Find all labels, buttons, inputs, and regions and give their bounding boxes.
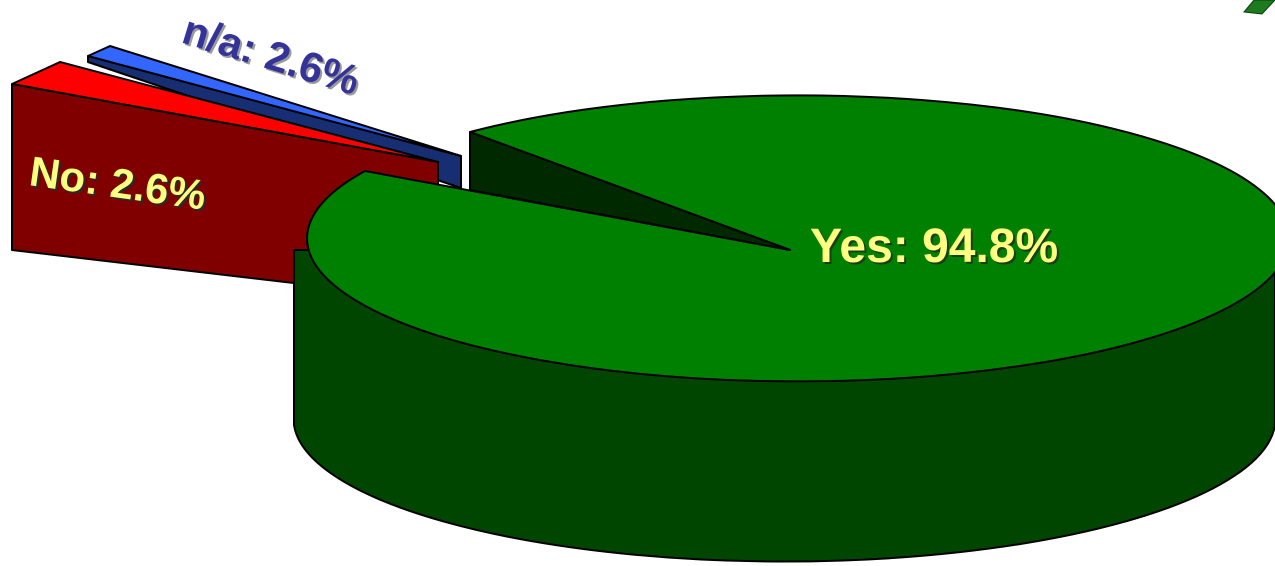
star-icon [1243, 0, 1275, 15]
slice-yes-top [306, 94, 1275, 383]
pie-slice-yes [293, 94, 1275, 563]
label-yes: Yes: 94.8% [810, 220, 1058, 273]
slice-yes-cut-face [469, 131, 791, 251]
slice-na-top [87, 45, 462, 157]
label-shadow-yes: Yes: 94.8% [812, 222, 1060, 275]
